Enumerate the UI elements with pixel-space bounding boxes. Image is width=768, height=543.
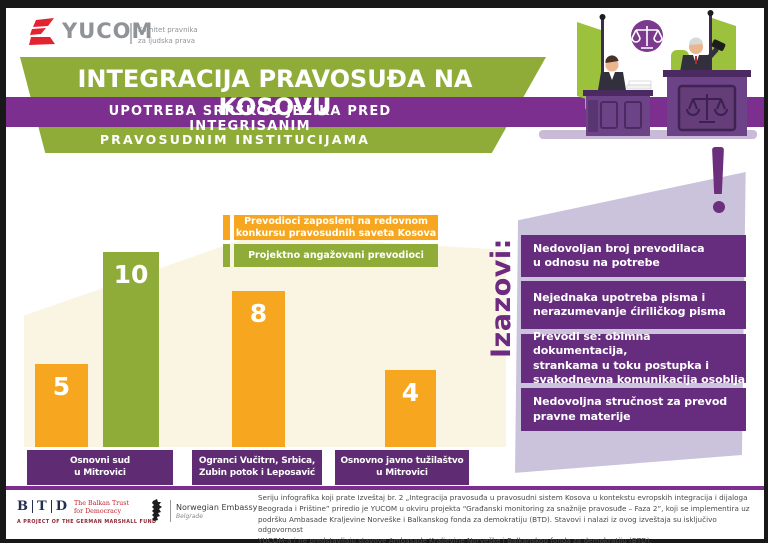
courtroom-illustration (539, 10, 757, 139)
yucom-tagline: Komitet pravnika za ljudska prava (138, 26, 198, 45)
norway-divider (170, 500, 171, 522)
btd-letter: D (55, 499, 67, 514)
gavel-icon (702, 39, 726, 65)
bar-value: 10 (113, 260, 149, 289)
exclamation-dot-icon (713, 201, 725, 213)
subtitle-line1: UPOTREBA SRPSKOG JEZIKA PRED INTEGRISANI… (108, 104, 392, 134)
main-title: INTEGRACIJA PRAVOSUĐA NA KOSOVU (77, 65, 473, 121)
challenges-heading: Izazovi: (486, 238, 517, 358)
btd-bar (32, 500, 33, 513)
norway-name: Norwegian Embassy (176, 502, 258, 512)
bar-value: 5 (52, 372, 71, 401)
category-label: Osnovni sud u Mitrovici (27, 450, 173, 485)
bar-value: 4 (401, 378, 420, 407)
category-label: Osnovno javno tužilaštvo u Mitrovici (335, 450, 469, 485)
bar-tuzilastvo-orange: 4 (385, 370, 436, 447)
bar-osnovni-sud-orange: 5 (35, 364, 88, 447)
exclamation-icon (712, 147, 724, 194)
norway-city: Belgrade (176, 512, 203, 520)
challenge-item: Prevodi se: obimna dokumentacija, strank… (521, 330, 746, 386)
btd-letter: B (17, 499, 28, 514)
footer-separator (6, 486, 764, 490)
yucom-logo-icon (29, 18, 55, 45)
yucom-wordmark: YUCOM (62, 19, 154, 43)
btd-bar (50, 500, 52, 513)
legend-item-project: Projektno angažovani prevodioci (223, 244, 438, 267)
norwegian-lion-icon (152, 499, 162, 521)
legend-label: Prevodioci zaposleni na redovnom konkurs… (234, 215, 438, 240)
clerk-figure (583, 55, 653, 136)
btd-letter: T (37, 499, 47, 514)
logo-divider (130, 23, 132, 44)
subtitle-line2: PRAVOSUDNIM INSTITUCIJAMA (99, 132, 371, 147)
bar-ogranci-orange: 8 (232, 291, 285, 447)
challenge-item: Nedovoljan broj prevodilaca u odnosu na … (521, 235, 746, 277)
legend-chip-orange (223, 215, 230, 240)
btd-project-line: A PROJECT OF THE GERMAN MARSHALL FUND (17, 519, 157, 525)
challenge-item: Nejednaka upotreba pisma i nerazumevanje… (521, 281, 746, 329)
bar-osnovni-sud-green: 10 (103, 252, 159, 447)
legend-item-regular: Prevodioci zaposleni na redovnom konkurs… (223, 215, 438, 240)
norwegian-embassy-logo: Norwegian Embassy Belgrade (148, 499, 257, 523)
scales-icon (686, 94, 728, 123)
footer-disclaimer: Seriju infografika koji prate Izveštaj b… (258, 493, 750, 543)
btd-name: The Balkan Trust for Democracy (73, 500, 130, 515)
btd-logo: B T D The Balkan Trust for Democracy A P… (17, 499, 157, 525)
category-label: Ogranci Vučitrn, Srbica, Zubin potok i L… (192, 450, 322, 485)
challenge-item: Nedovoljna stručnost za prevod pravne ma… (521, 388, 746, 431)
judge-figure (663, 37, 751, 136)
legend-label: Projektno angažovani prevodioci (234, 244, 438, 267)
scales-badge-icon (631, 20, 663, 52)
papers-icon (626, 80, 652, 90)
legend-chip-green (223, 244, 230, 267)
bar-value: 8 (249, 299, 268, 328)
